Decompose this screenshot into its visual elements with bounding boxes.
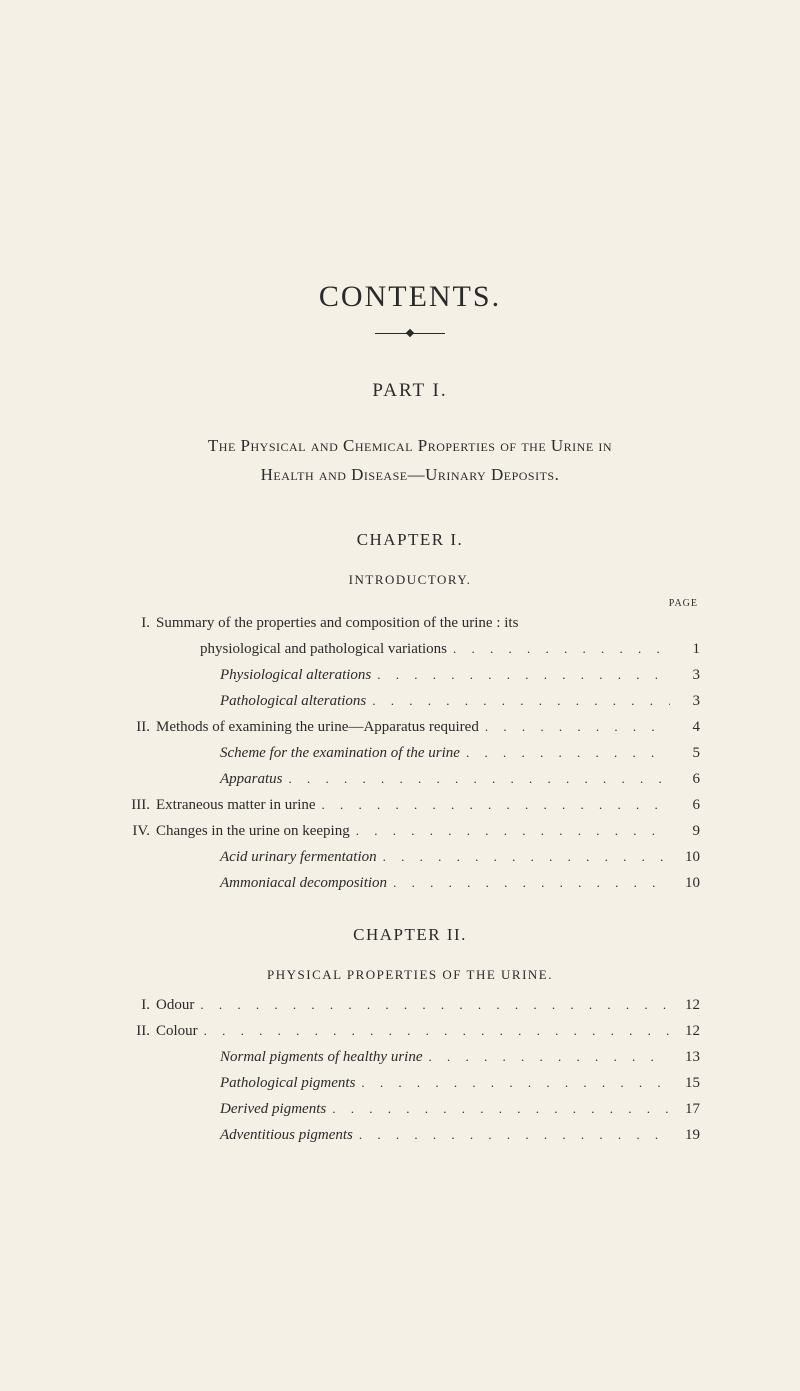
toc-subentry: Derived pigments . . . . . . . . . . . .… [120, 1097, 700, 1121]
toc-subentry: Pathological pigments . . . . . . . . . … [120, 1071, 700, 1095]
toc-page-number: 10 [670, 871, 700, 895]
toc-entry: II. Methods of examining the urine—Appar… [120, 715, 700, 739]
toc-text: Pathological alterations [120, 689, 366, 713]
toc-entry: I. Summary of the properties and composi… [120, 611, 700, 635]
toc-subentry: Physiological alterations . . . . . . . … [120, 663, 700, 687]
toc-page-number: 17 [670, 1097, 700, 1121]
toc-subentry: Pathological alterations . . . . . . . .… [120, 689, 700, 713]
part-label: PART I. [120, 380, 700, 402]
toc-page-number: 6 [670, 793, 700, 817]
chapter-block: CHAPTER II. PHYSICAL PROPERTIES OF THE U… [120, 925, 700, 1147]
part-description-line2: Health and Disease—Urinary Deposits. [261, 465, 560, 484]
toc-leader: . . . . . . . . . . . . . . . . . . . . … [371, 665, 670, 686]
chapter-block: CHAPTER I. INTRODUCTORY. PAGE I. Summary… [120, 530, 700, 895]
toc-entry: IV. Changes in the urine on keeping . . … [120, 819, 700, 843]
toc-list: I. Summary of the properties and composi… [120, 611, 700, 895]
toc-leader: . . . . . . . . . . . . . . . . . . . . … [366, 691, 670, 712]
toc-leader: . . . . . . . . . . . . . . . . . . . . … [460, 743, 670, 764]
toc-text: Summary of the properties and compositio… [156, 611, 518, 635]
toc-leader: . . . . . . . . . . . . . . . . . . . . … [423, 1047, 671, 1068]
toc-leader: . . . . . . . . . . . . . . . . . . . . … [283, 769, 670, 790]
toc-roman: IV. [120, 819, 156, 843]
toc-text: Pathological pigments [120, 1071, 355, 1095]
chapter-subtitle: PHYSICAL PROPERTIES OF THE URINE. [120, 967, 700, 983]
toc-list: I. Odour . . . . . . . . . . . . . . . .… [120, 993, 700, 1147]
toc-roman: II. [120, 715, 156, 739]
toc-page-number: 3 [670, 689, 700, 713]
page-column-label: PAGE [120, 598, 700, 609]
toc-page-number: 6 [670, 767, 700, 791]
toc-roman: III. [120, 793, 156, 817]
toc-roman: I. [120, 611, 156, 635]
toc-page-number: 4 [670, 715, 700, 739]
toc-leader: . . . . . . . . . . . . . . . . . . . . … [479, 717, 670, 738]
toc-text: Extraneous matter in urine [156, 793, 316, 817]
ornamental-rule-wrapper [120, 324, 700, 342]
toc-subentry: Normal pigments of healthy urine . . . .… [120, 1045, 700, 1069]
toc-page-number: 12 [670, 993, 700, 1017]
toc-page-number: 1 [670, 637, 700, 661]
toc-subentry: Acid urinary fermentation . . . . . . . … [120, 845, 700, 869]
contents-title: CONTENTS. [120, 280, 700, 314]
toc-subentry: Scheme for the examination of the urine … [120, 741, 700, 765]
toc-text: Physiological alterations [120, 663, 371, 687]
toc-leader: . . . . . . . . . . . . . . . . . . . . … [387, 873, 670, 894]
toc-page-number: 19 [670, 1123, 700, 1147]
toc-page-number: 15 [670, 1071, 700, 1095]
toc-roman: II. [120, 1019, 156, 1043]
toc-page-number: 3 [670, 663, 700, 687]
toc-leader: . . . . . . . . . . . . . . . . . . . . … [198, 1021, 670, 1042]
toc-page-number: 13 [670, 1045, 700, 1069]
toc-entry: I. Odour . . . . . . . . . . . . . . . .… [120, 993, 700, 1017]
toc-leader: . . . . . . . . . . . . . . . . . . . . … [377, 847, 670, 868]
toc-leader: . . . . . . . . . . . . . . . . . . . . … [447, 639, 670, 660]
toc-subentry: Ammoniacal decomposition . . . . . . . .… [120, 871, 700, 895]
toc-page-number: 10 [670, 845, 700, 869]
toc-text: physiological and pathological variation… [120, 637, 447, 661]
toc-text: Odour [156, 993, 194, 1017]
chapter-heading: CHAPTER I. [120, 530, 700, 550]
toc-text: Colour [156, 1019, 198, 1043]
toc-leader: . . . . . . . . . . . . . . . . . . . . … [350, 821, 670, 842]
chapter-heading: CHAPTER II. [120, 925, 700, 945]
toc-text: Adventitious pigments [120, 1123, 353, 1147]
toc-page-number: 12 [670, 1019, 700, 1043]
toc-page-number: 9 [670, 819, 700, 843]
toc-entry: III. Extraneous matter in urine . . . . … [120, 793, 700, 817]
toc-entry: II. Colour . . . . . . . . . . . . . . .… [120, 1019, 700, 1043]
chapter-subtitle: INTRODUCTORY. [120, 572, 700, 588]
toc-text: Scheme for the examination of the urine [120, 741, 460, 765]
toc-text: Ammoniacal decomposition [120, 871, 387, 895]
toc-leader: . . . . . . . . . . . . . . . . . . . . … [194, 995, 670, 1016]
toc-text: Changes in the urine on keeping [156, 819, 350, 843]
toc-leader: . . . . . . . . . . . . . . . . . . . . … [355, 1073, 670, 1094]
toc-text: Normal pigments of healthy urine [120, 1045, 423, 1069]
toc-page-number: 5 [670, 741, 700, 765]
toc-subentry: Apparatus . . . . . . . . . . . . . . . … [120, 767, 700, 791]
toc-leader: . . . . . . . . . . . . . . . . . . . . … [353, 1125, 670, 1146]
toc-leader: . . . . . . . . . . . . . . . . . . . . … [326, 1099, 670, 1120]
page-container: CONTENTS. PART I. The Physical and Chemi… [0, 0, 800, 1237]
ornamental-rule [375, 333, 445, 334]
toc-text: Methods of examining the urine—Apparatus… [156, 715, 479, 739]
toc-subentry: Adventitious pigments . . . . . . . . . … [120, 1123, 700, 1147]
toc-text: Acid urinary fermentation [120, 845, 377, 869]
toc-text: Apparatus [120, 767, 283, 791]
toc-roman: I. [120, 993, 156, 1017]
toc-text: Derived pigments [120, 1097, 326, 1121]
part-description: The Physical and Chemical Properties of … [120, 432, 700, 490]
toc-entry-continuation: physiological and pathological variation… [120, 637, 700, 661]
part-description-line1: The Physical and Chemical Properties of … [208, 436, 612, 455]
toc-leader: . . . . . . . . . . . . . . . . . . . . … [316, 795, 670, 816]
